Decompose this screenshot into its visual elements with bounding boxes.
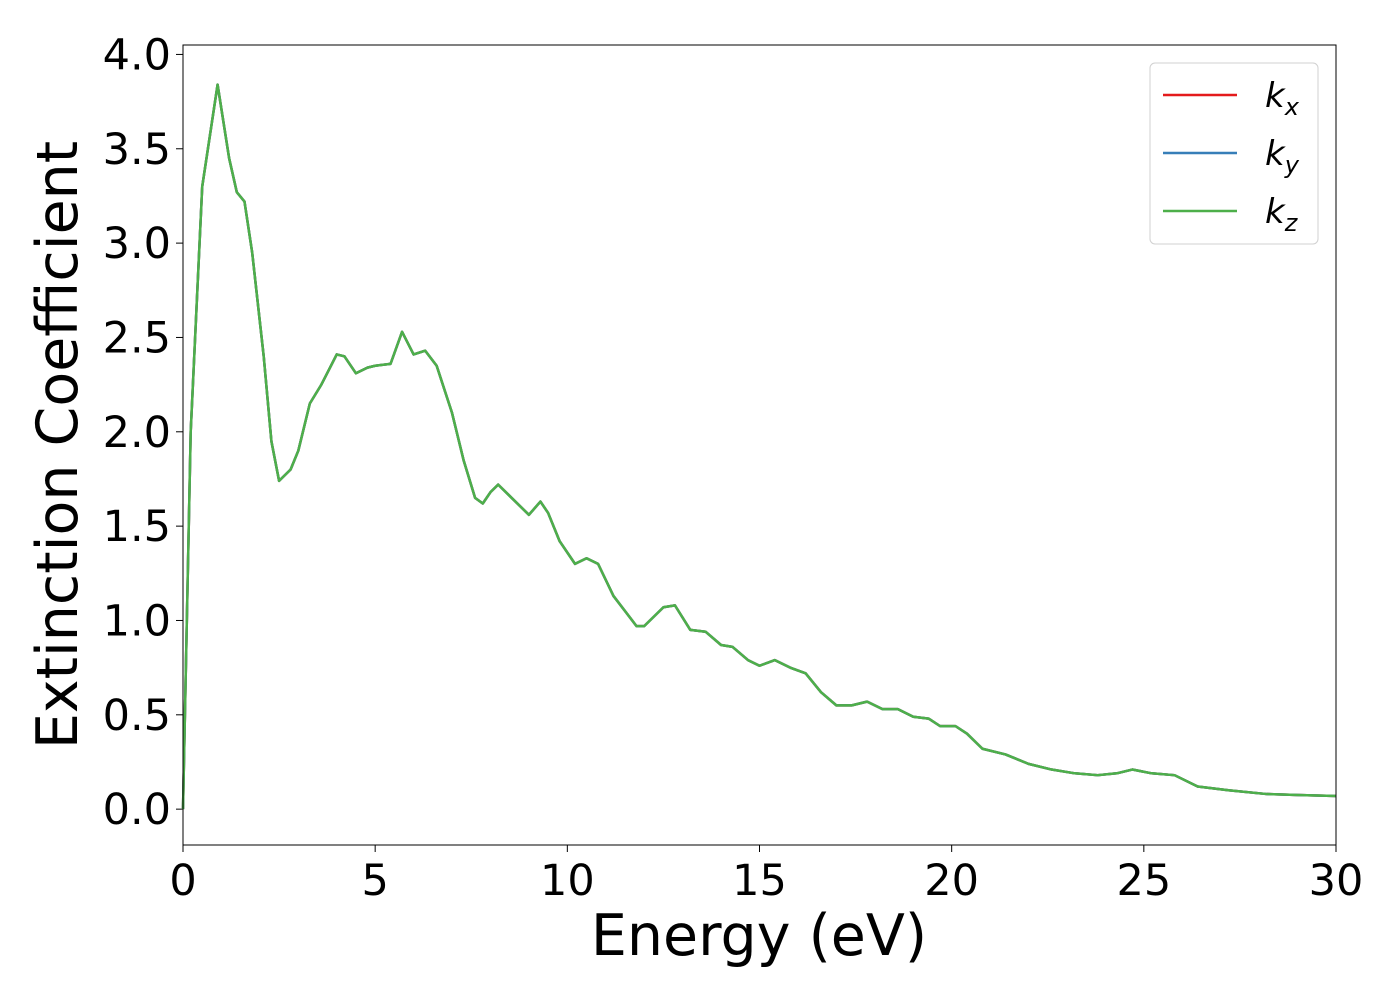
x-axis-label: Energy (eV) [591, 903, 927, 969]
y-tick-label: 4.0 [103, 30, 171, 80]
y-tick-label: 1.0 [103, 596, 171, 646]
plot-frame [182, 44, 1337, 846]
y-tick-label: 0.5 [103, 691, 171, 741]
y-tick-label: 3.5 [103, 125, 171, 175]
y-tick-label: 2.0 [103, 408, 171, 458]
y-tick-label: 2.5 [103, 313, 171, 363]
x-tick-label: 20 [924, 856, 979, 906]
x-tick-label: 0 [169, 856, 196, 906]
x-tick-label: 5 [361, 856, 388, 906]
x-tick-label: 25 [1116, 856, 1171, 906]
y-axis-label: Extinction Coefficient [25, 141, 91, 749]
x-tick-label: 15 [732, 856, 787, 906]
x-tick-label: 30 [1309, 856, 1364, 906]
y-tick-label: 0.0 [103, 785, 171, 835]
y-tick-label: 3.0 [103, 219, 171, 269]
x-tick-label: 10 [540, 856, 595, 906]
y-tick-label: 1.5 [103, 502, 171, 552]
legend-label: ky [1265, 134, 1300, 179]
legend-label: kx [1265, 76, 1300, 121]
data-line [181, 83, 1337, 810]
legend-label: kz [1265, 192, 1299, 237]
